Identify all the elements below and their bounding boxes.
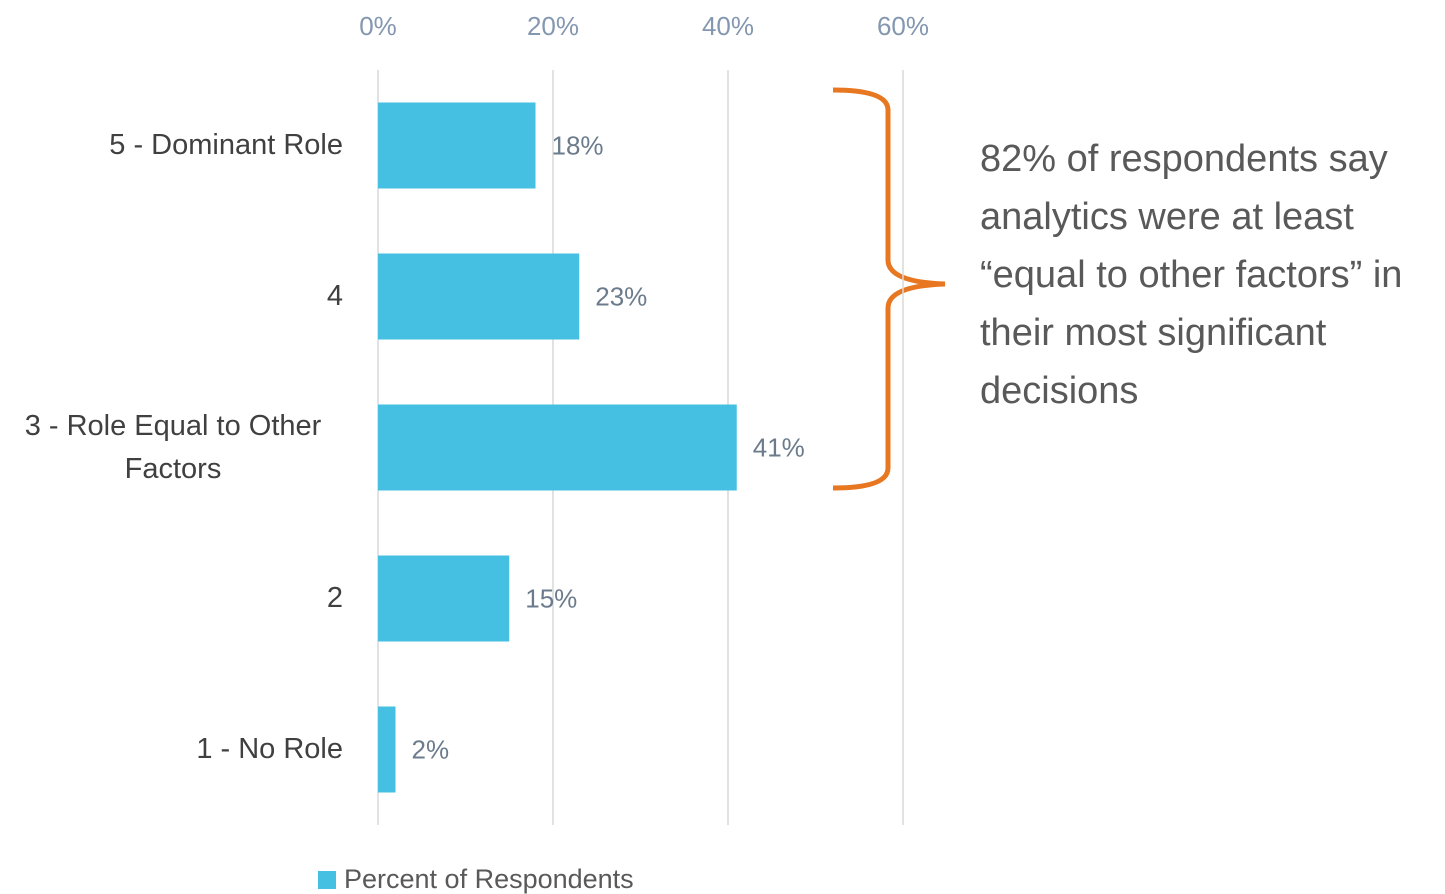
y-tick-text: 2 (326, 582, 343, 614)
x-tick-label: 40% (702, 11, 754, 41)
y-tick-label: 5 - Dominant Role (3, 124, 343, 167)
data-label: 18% (552, 130, 604, 160)
data-label: 2% (412, 734, 450, 764)
bar (378, 555, 510, 642)
y-tick-label: 2 (3, 577, 343, 620)
x-tick-label: 20% (527, 11, 579, 41)
x-tick-label: 0% (359, 11, 397, 41)
data-label: 23% (595, 281, 647, 311)
annotation: 82% of respondents say analytics were at… (980, 138, 1403, 412)
bar (378, 706, 396, 793)
y-tick-label: 1 - No Role (3, 728, 343, 771)
bar (378, 102, 536, 189)
brace (832, 87, 946, 491)
data-label: 41% (753, 432, 805, 462)
y-tick-text: 1 - No Role (196, 733, 343, 765)
data-label: 15% (525, 583, 577, 613)
x-tick-label: 60% (877, 11, 929, 41)
y-tick-text: 5 - Dominant Role (109, 129, 343, 161)
bar (378, 253, 580, 340)
y-tick-label: 4 (3, 275, 343, 318)
legend-label: Percent of Respondents (344, 864, 634, 894)
y-tick-label: 3 - Role Equal to Other Factors (3, 405, 343, 491)
bar (378, 404, 737, 491)
y-tick-text: 3 - Role Equal to Other Factors (24, 409, 322, 485)
legend-swatch (318, 871, 336, 889)
y-tick-text: 4 (326, 280, 343, 312)
